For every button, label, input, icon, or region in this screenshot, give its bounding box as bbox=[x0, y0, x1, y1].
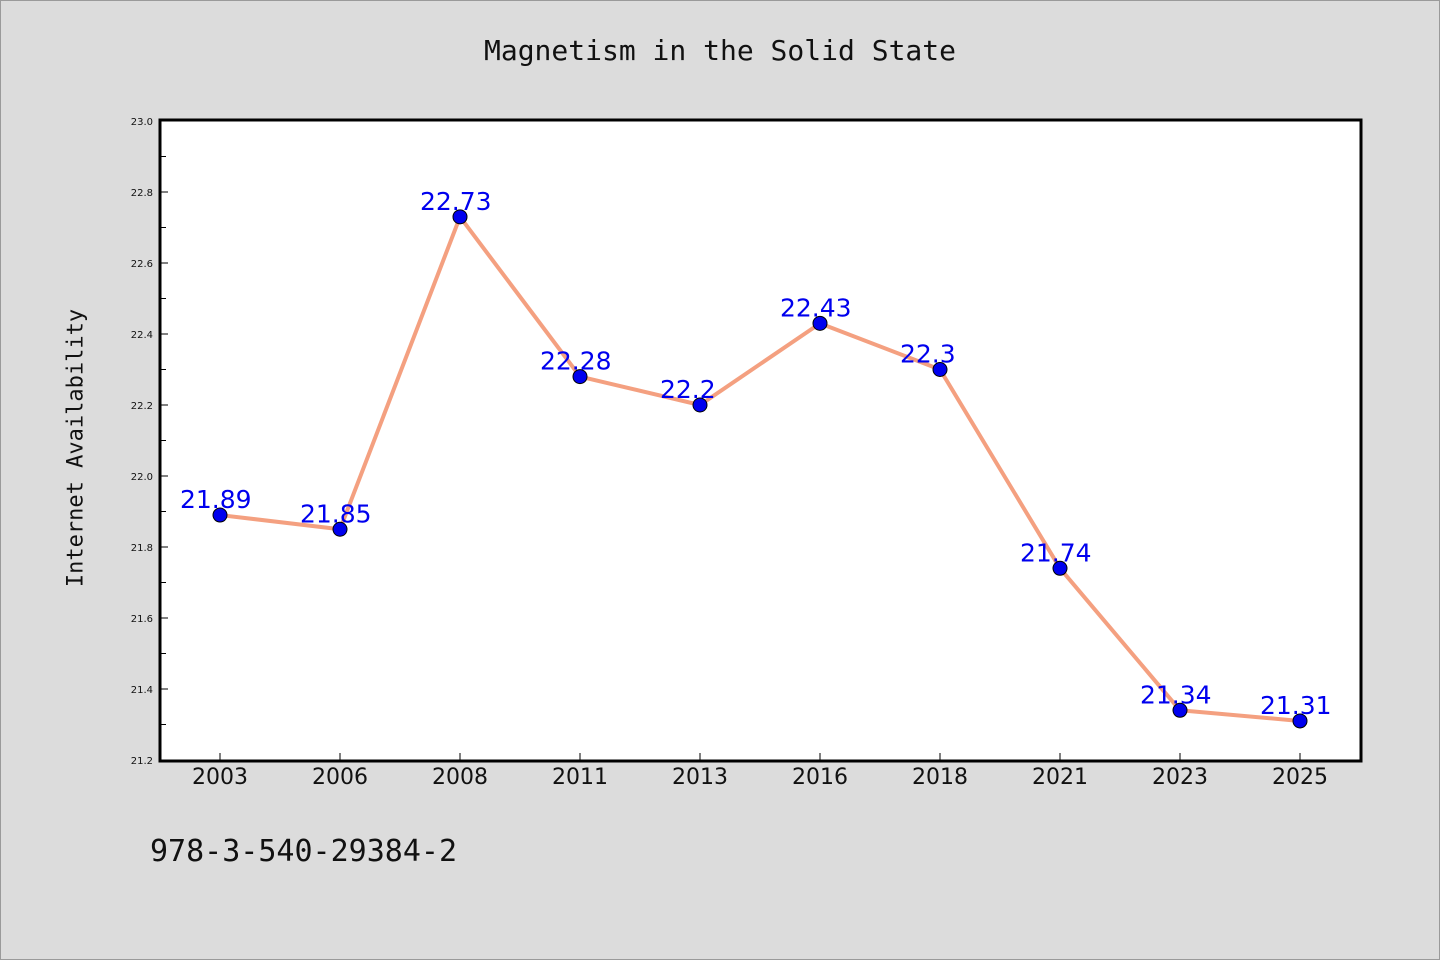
data-label: 22.43 bbox=[780, 293, 852, 322]
data-label: 22.28 bbox=[540, 347, 612, 376]
y-tick-label: 22.4 bbox=[131, 330, 153, 341]
data-point bbox=[1292, 713, 1308, 729]
data-point bbox=[812, 315, 828, 331]
data-label: 22.3 bbox=[900, 340, 956, 369]
y-tick-label: 22.6 bbox=[131, 259, 153, 270]
data-point bbox=[1052, 560, 1068, 576]
data-label: 21.34 bbox=[1140, 680, 1212, 709]
data-label: 21.85 bbox=[300, 499, 372, 528]
data-point bbox=[332, 521, 348, 537]
y-tick-label: 21.4 bbox=[131, 685, 153, 696]
x-tick-label: 2025 bbox=[1272, 765, 1328, 790]
data-point bbox=[452, 209, 468, 225]
x-tick-label: 2013 bbox=[672, 765, 728, 790]
x-tick-label: 2006 bbox=[312, 765, 368, 790]
data-point bbox=[1172, 702, 1188, 718]
plot-area bbox=[158, 118, 1363, 763]
y-axis: 21.2 21.4 21.6 21.8 22.0 22.2 22.4 22.6 22.8 23.0 bbox=[131, 117, 168, 767]
y-tick-label: 21.2 bbox=[131, 756, 153, 767]
y-tick-label: 22.2 bbox=[131, 401, 153, 412]
x-axis: 2003 2006 2008 2011 2013 2016 2018 2021 2023 2025 bbox=[192, 753, 1328, 790]
data-point bbox=[932, 362, 948, 377]
data-point bbox=[212, 507, 228, 523]
data-label: 21.89 bbox=[180, 485, 252, 514]
y-tick-label: 21.8 bbox=[131, 543, 153, 554]
x-tick-label: 2008 bbox=[432, 765, 488, 790]
data-point bbox=[572, 369, 588, 385]
chart-title: Magnetism in the Solid State bbox=[483, 34, 956, 67]
x-tick-label: 2011 bbox=[552, 765, 608, 790]
data-label: 22.73 bbox=[420, 187, 492, 216]
data-point bbox=[692, 397, 708, 413]
series-line-group bbox=[218, 214, 1302, 723]
y-tick-label: 23.0 bbox=[131, 117, 153, 128]
x-tick-label: 2016 bbox=[792, 765, 848, 790]
data-label: 22.2 bbox=[660, 375, 716, 404]
data-label-group: 21.89 21.85 22.73 22.28 22.2 22.43 22.3 21.74 21… bbox=[180, 187, 1332, 720]
x-tick-label: 2023 bbox=[1152, 765, 1208, 790]
y-tick-label: 22.0 bbox=[131, 472, 153, 483]
x-tick-label: 2003 bbox=[192, 765, 248, 790]
x-tick-label: 2018 bbox=[912, 765, 968, 790]
data-point-group bbox=[212, 209, 1308, 729]
x-tick-label: 2021 bbox=[1032, 765, 1088, 790]
data-label: 21.31 bbox=[1260, 691, 1332, 720]
isbn-text: 978-3-540-29384-2 bbox=[150, 834, 458, 869]
y-tick-label: 21.6 bbox=[131, 614, 153, 625]
series-line bbox=[218, 214, 1302, 723]
data-label: 21.74 bbox=[1020, 538, 1092, 567]
y-tick-label: 22.8 bbox=[131, 188, 153, 199]
